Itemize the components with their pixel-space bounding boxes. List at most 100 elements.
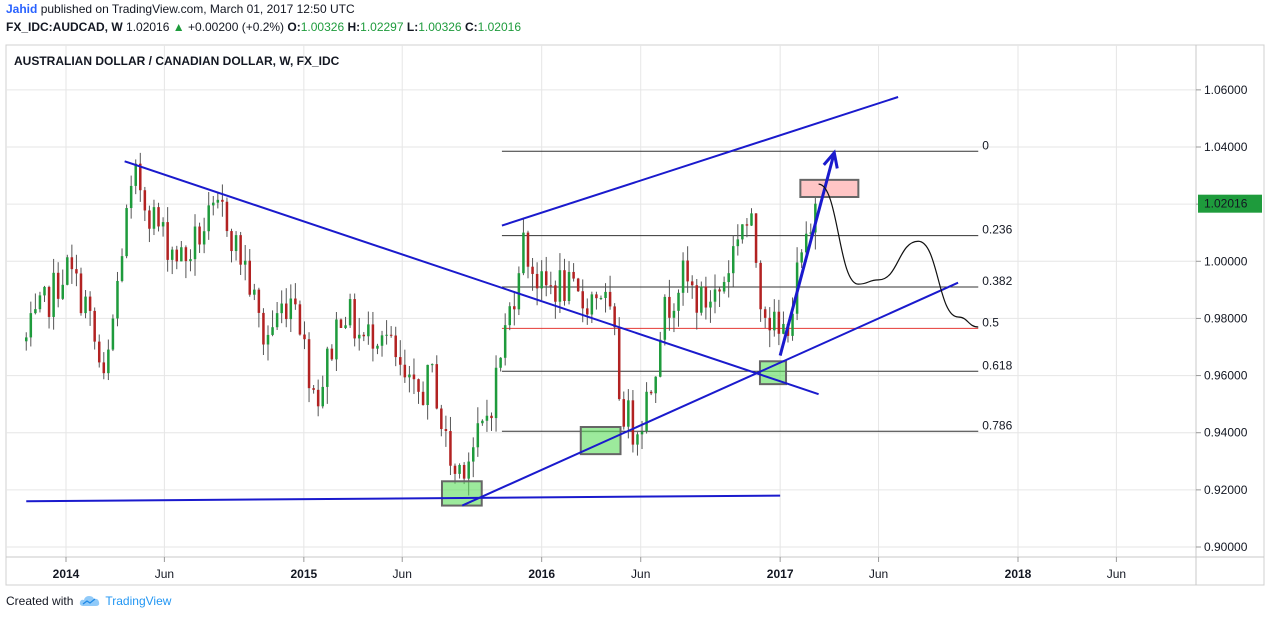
candle-body (722, 282, 726, 292)
candle-body (175, 249, 179, 262)
trendlines[interactable] (26, 96, 979, 507)
candle-body (476, 423, 480, 448)
x-tick-label: Jun (869, 567, 888, 581)
projection-arrow-shaft (778, 152, 836, 356)
candle-body (394, 335, 397, 358)
candle-body (645, 391, 648, 432)
time-axis[interactable]: 2014 Jun 2015 Jun 2016 Jun 2017 Jun 2018 Jun (6, 556, 1264, 581)
y-tick-label: 0.90000 (1204, 540, 1248, 554)
candle-body (791, 313, 794, 336)
candle-body (453, 465, 457, 474)
candle-body (563, 270, 566, 301)
candle-body (88, 296, 92, 311)
candle-body (809, 232, 813, 234)
candle-body (79, 273, 83, 314)
last-price-badge-group: 1.02016 (1198, 194, 1262, 213)
candle-body (170, 249, 174, 260)
candle-body (649, 391, 653, 394)
candle-body (804, 233, 808, 253)
candle-body (253, 289, 256, 295)
candle-body (672, 310, 676, 318)
candle-body (617, 327, 621, 400)
candle-body (773, 311, 776, 331)
candle-body (102, 362, 106, 374)
candle-body (380, 335, 384, 346)
candle-body (353, 299, 356, 339)
candle-body (430, 364, 434, 366)
close-value: 1.02016 (477, 20, 522, 34)
candle-body (731, 246, 735, 274)
candle-body (143, 190, 147, 211)
candle-body (152, 207, 156, 229)
x-tick-label: 2015 (290, 567, 317, 581)
candle-body (690, 281, 694, 286)
candle-body (271, 327, 274, 335)
candle-body (321, 386, 324, 407)
ohlc-line: FX_IDC:AUDCAD, W 1.02016 ▲ +0.00200 (+0.… (6, 21, 521, 34)
candle-body (590, 294, 594, 315)
candle-body (326, 348, 329, 387)
grid (6, 45, 1196, 557)
candle-body (111, 318, 115, 350)
candle-body (513, 306, 516, 310)
y-tick-label: 1.06000 (1204, 83, 1248, 97)
candle-body (93, 310, 96, 342)
candle-body (371, 324, 375, 349)
candle-body (449, 431, 452, 466)
candle-body (727, 273, 730, 283)
candle-body (70, 257, 74, 270)
candle-body (24, 337, 28, 342)
y-tick-label: 0.96000 (1204, 369, 1248, 383)
zones[interactable] (440, 178, 860, 507)
tradingview-link[interactable]: TradingView (79, 594, 171, 608)
candle-body (339, 319, 343, 328)
y-tick-label: 1.00000 (1204, 254, 1248, 268)
created-with-label: Created with (6, 594, 74, 608)
candle-body (248, 260, 252, 295)
candle-body (280, 303, 283, 314)
candle-body (713, 289, 717, 302)
candle-body (709, 301, 712, 308)
high-label: H: (347, 20, 361, 34)
candle-body (490, 415, 493, 419)
candle-body (29, 313, 33, 338)
candle-body (34, 309, 37, 314)
candle-body (184, 247, 188, 262)
candle-body (52, 272, 55, 317)
candle-body (161, 222, 165, 227)
candle-body (408, 374, 411, 378)
candle-body (193, 226, 197, 260)
candle-body (654, 376, 657, 394)
candle-body (581, 291, 584, 309)
candle-body (595, 294, 598, 299)
candle-body (627, 400, 630, 427)
low-label: L: (406, 20, 419, 34)
candle-body (782, 323, 785, 334)
candle-body (736, 239, 740, 247)
symbol-label: FX_IDC:AUDCAD, W (6, 20, 123, 34)
candle-body (613, 306, 616, 328)
candle-body (66, 257, 69, 285)
open-label: O: (287, 20, 301, 34)
candle-body (134, 163, 137, 186)
candle-body (526, 232, 530, 267)
candle-body (157, 207, 160, 227)
price-axis[interactable]: 1.060001.040001.020001.000000.980000.960… (1195, 45, 1248, 585)
candle-body (572, 271, 575, 279)
candle-body (230, 231, 233, 252)
candle-body (61, 284, 64, 299)
candle-body (417, 379, 420, 392)
candles[interactable] (24, 152, 817, 496)
x-tick-label: Jun (393, 567, 412, 581)
x-tick-label: Jun (155, 567, 174, 581)
fib-level-label: 0.5 (982, 315, 999, 329)
author-link[interactable]: Jahid (6, 2, 38, 16)
published-text: published on TradingView.com, March 01, … (40, 2, 355, 16)
candle-body (284, 303, 288, 320)
candle-body (189, 259, 192, 262)
candle-body (348, 299, 352, 326)
candle-body (399, 357, 402, 365)
candle-body (56, 272, 60, 299)
trendline-rising-support (461, 281, 959, 507)
